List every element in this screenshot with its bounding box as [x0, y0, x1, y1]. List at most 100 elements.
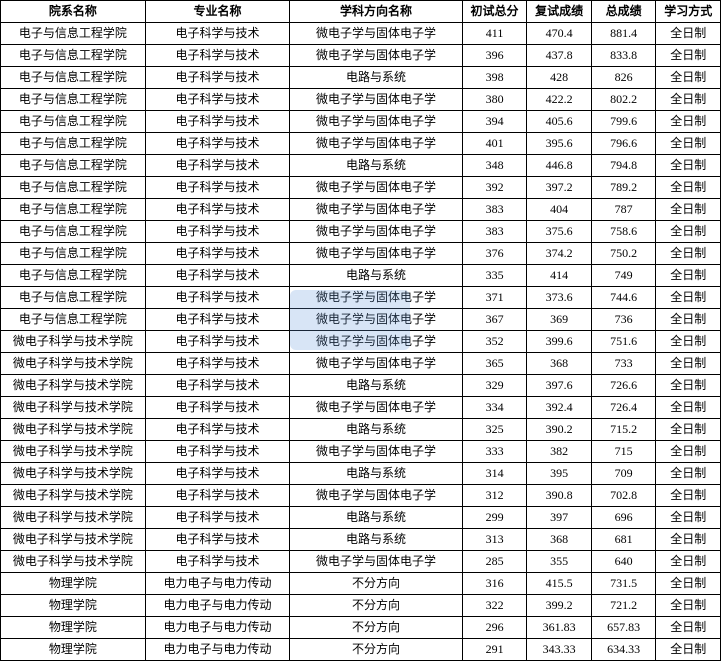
cell-retest: 368 — [527, 353, 592, 375]
cell-prelim: 376 — [462, 243, 527, 265]
cell-dept: 微电子科学与技术学院 — [1, 331, 146, 353]
cell-retest: 428 — [527, 67, 592, 89]
cell-major: 电子科学与技术 — [145, 331, 290, 353]
cell-major: 电子科学与技术 — [145, 419, 290, 441]
cell-direction: 微电子学与固体电子学 — [290, 331, 462, 353]
cell-retest: 446.8 — [527, 155, 592, 177]
cell-dept: 微电子科学与技术学院 — [1, 441, 146, 463]
col-header-retest: 复试成绩 — [527, 1, 592, 23]
cell-prelim: 291 — [462, 639, 527, 661]
cell-mode: 全日制 — [656, 529, 721, 551]
cell-dept: 物理学院 — [1, 639, 146, 661]
cell-retest: 343.33 — [527, 639, 592, 661]
cell-total: 789.2 — [591, 177, 656, 199]
cell-mode: 全日制 — [656, 45, 721, 67]
cell-dept: 微电子科学与技术学院 — [1, 375, 146, 397]
cell-dept: 电子与信息工程学院 — [1, 45, 146, 67]
cell-prelim: 411 — [462, 23, 527, 45]
cell-retest: 390.2 — [527, 419, 592, 441]
cell-major: 电子科学与技术 — [145, 265, 290, 287]
cell-mode: 全日制 — [656, 463, 721, 485]
table-row: 电子与信息工程学院电子科学与技术微电子学与固体电子学394405.6799.6全… — [1, 111, 721, 133]
cell-major: 电子科学与技术 — [145, 23, 290, 45]
cell-prelim: 398 — [462, 67, 527, 89]
cell-direction: 微电子学与固体电子学 — [290, 309, 462, 331]
cell-mode: 全日制 — [656, 507, 721, 529]
cell-prelim: 335 — [462, 265, 527, 287]
cell-dept: 微电子科学与技术学院 — [1, 485, 146, 507]
table-row: 电子与信息工程学院电子科学与技术微电子学与固体电子学376374.2750.2全… — [1, 243, 721, 265]
col-header-total: 总成绩 — [591, 1, 656, 23]
table-row: 微电子科学与技术学院电子科学与技术微电子学与固体电子学333382715全日制 — [1, 441, 721, 463]
cell-prelim: 314 — [462, 463, 527, 485]
cell-prelim: 333 — [462, 441, 527, 463]
cell-direction: 微电子学与固体电子学 — [290, 353, 462, 375]
col-header-major: 专业名称 — [145, 1, 290, 23]
cell-prelim: 365 — [462, 353, 527, 375]
table-row: 电子与信息工程学院电子科学与技术微电子学与固体电子学392397.2789.2全… — [1, 177, 721, 199]
cell-dept: 电子与信息工程学院 — [1, 243, 146, 265]
table-row: 电子与信息工程学院电子科学与技术微电子学与固体电子学367369736全日制 — [1, 309, 721, 331]
cell-retest: 374.2 — [527, 243, 592, 265]
cell-total: 696 — [591, 507, 656, 529]
table-body: 电子与信息工程学院电子科学与技术微电子学与固体电子学411470.4881.4全… — [1, 23, 721, 661]
cell-major: 电子科学与技术 — [145, 309, 290, 331]
cell-prelim: 383 — [462, 199, 527, 221]
cell-dept: 微电子科学与技术学院 — [1, 397, 146, 419]
table-row: 电子与信息工程学院电子科学与技术微电子学与固体电子学383375.6758.6全… — [1, 221, 721, 243]
table-row: 微电子科学与技术学院电子科学与技术微电子学与固体电子学352399.6751.6… — [1, 331, 721, 353]
cell-prelim: 316 — [462, 573, 527, 595]
table-row: 物理学院电力电子与电力传动不分方向316415.5731.5全日制 — [1, 573, 721, 595]
cell-dept: 微电子科学与技术学院 — [1, 507, 146, 529]
cell-total: 731.5 — [591, 573, 656, 595]
cell-retest: 397.6 — [527, 375, 592, 397]
cell-mode: 全日制 — [656, 485, 721, 507]
col-header-direction: 学科方向名称 — [290, 1, 462, 23]
cell-total: 721.2 — [591, 595, 656, 617]
cell-mode: 全日制 — [656, 133, 721, 155]
cell-mode: 全日制 — [656, 639, 721, 661]
cell-prelim: 334 — [462, 397, 527, 419]
cell-total: 794.8 — [591, 155, 656, 177]
cell-total: 787 — [591, 199, 656, 221]
cell-prelim: 313 — [462, 529, 527, 551]
cell-total: 802.2 — [591, 89, 656, 111]
cell-retest: 382 — [527, 441, 592, 463]
cell-mode: 全日制 — [656, 397, 721, 419]
table-row: 物理学院电力电子与电力传动不分方向322399.2721.2全日制 — [1, 595, 721, 617]
cell-major: 电子科学与技术 — [145, 199, 290, 221]
cell-major: 电子科学与技术 — [145, 89, 290, 111]
table-row: 微电子科学与技术学院电子科学与技术微电子学与固体电子学334392.4726.4… — [1, 397, 721, 419]
cell-prelim: 394 — [462, 111, 527, 133]
table-row: 电子与信息工程学院电子科学与技术电路与系统348446.8794.8全日制 — [1, 155, 721, 177]
cell-major: 电子科学与技术 — [145, 155, 290, 177]
cell-direction: 电路与系统 — [290, 529, 462, 551]
cell-mode: 全日制 — [656, 331, 721, 353]
cell-direction: 微电子学与固体电子学 — [290, 221, 462, 243]
cell-direction: 微电子学与固体电子学 — [290, 89, 462, 111]
cell-mode: 全日制 — [656, 177, 721, 199]
admissions-table: 院系名称 专业名称 学科方向名称 初试总分 复试成绩 总成绩 学习方式 电子与信… — [0, 0, 721, 661]
cell-prelim: 401 — [462, 133, 527, 155]
cell-major: 电力电子与电力传动 — [145, 595, 290, 617]
cell-prelim: 312 — [462, 485, 527, 507]
col-header-prelim: 初试总分 — [462, 1, 527, 23]
cell-prelim: 352 — [462, 331, 527, 353]
cell-mode: 全日制 — [656, 441, 721, 463]
cell-mode: 全日制 — [656, 67, 721, 89]
cell-prelim: 367 — [462, 309, 527, 331]
cell-dept: 微电子科学与技术学院 — [1, 551, 146, 573]
cell-major: 电力电子与电力传动 — [145, 573, 290, 595]
cell-direction: 微电子学与固体电子学 — [290, 485, 462, 507]
cell-retest: 470.4 — [527, 23, 592, 45]
cell-mode: 全日制 — [656, 155, 721, 177]
cell-total: 736 — [591, 309, 656, 331]
cell-major: 电子科学与技术 — [145, 177, 290, 199]
table-row: 微电子科学与技术学院电子科学与技术电路与系统313368681全日制 — [1, 529, 721, 551]
cell-major: 电子科学与技术 — [145, 551, 290, 573]
cell-major: 电子科学与技术 — [145, 397, 290, 419]
cell-prelim: 296 — [462, 617, 527, 639]
cell-dept: 电子与信息工程学院 — [1, 265, 146, 287]
cell-dept: 电子与信息工程学院 — [1, 221, 146, 243]
cell-major: 电力电子与电力传动 — [145, 617, 290, 639]
